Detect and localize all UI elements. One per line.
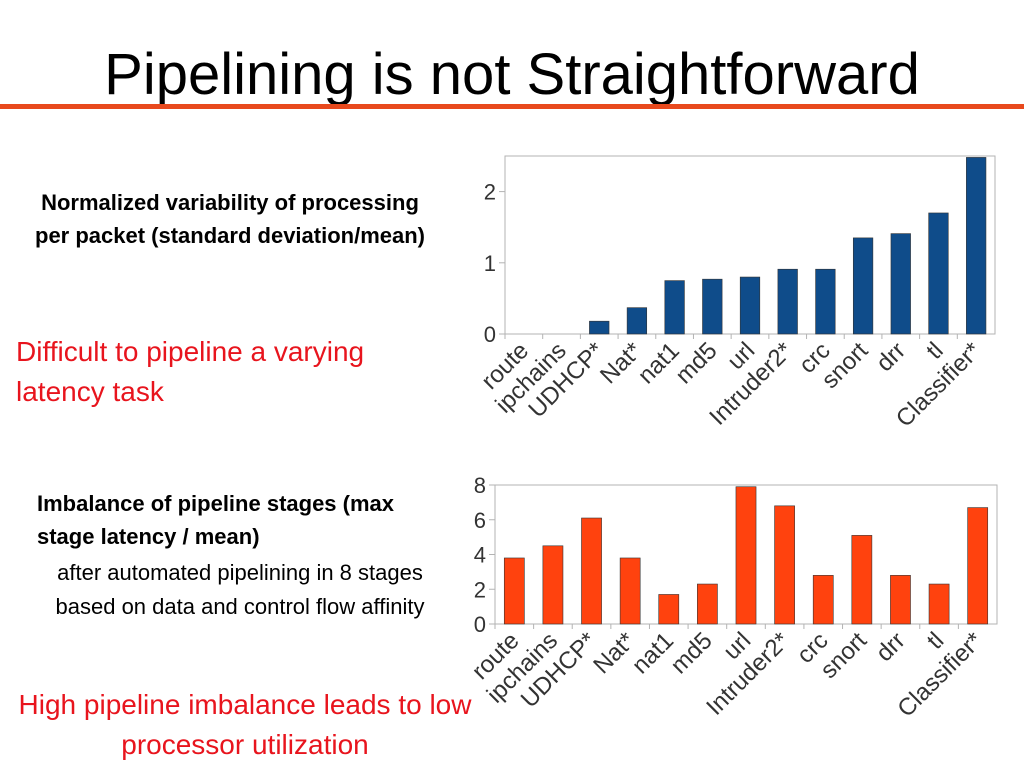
bottom-chart-note: High pipeline imbalance leads to low pro…	[18, 689, 472, 760]
x-tick-label: snort	[815, 627, 872, 684]
bar	[967, 507, 989, 625]
bar	[735, 486, 757, 625]
bar	[589, 320, 610, 335]
bar	[928, 583, 950, 625]
y-tick-label: 8	[474, 473, 486, 498]
bar	[852, 237, 874, 335]
x-tick-label: drr	[871, 627, 911, 667]
top-chart-caption: Normalized variability of processing per…	[35, 190, 425, 248]
bar	[928, 212, 949, 335]
bar	[581, 517, 602, 625]
slide-title: Pipelining is not Straightforward	[104, 42, 920, 107]
bar	[702, 278, 723, 335]
bar	[851, 535, 873, 625]
bar	[739, 276, 761, 335]
bar	[812, 575, 834, 625]
bar	[697, 583, 718, 625]
y-tick-label: 2	[484, 180, 496, 205]
bottom-chart-subcaption: after automated pipelining in 8 stages b…	[55, 560, 425, 619]
bar	[890, 575, 911, 625]
bar	[774, 505, 795, 625]
bar	[503, 557, 525, 625]
y-tick-label: 2	[474, 577, 486, 602]
y-tick-label: 4	[474, 543, 486, 568]
bar	[619, 557, 641, 625]
y-tick-label: 0	[484, 322, 496, 347]
bar	[890, 233, 911, 335]
y-tick-label: 6	[474, 508, 486, 533]
bar	[664, 280, 685, 335]
x-tick-label: md5	[666, 627, 718, 679]
y-tick-label: 0	[474, 612, 486, 637]
bar	[542, 545, 564, 625]
bar	[815, 268, 836, 335]
bar	[658, 594, 680, 625]
bottom-chart-caption: Imbalance of pipeline stages (max stage …	[37, 491, 395, 549]
y-tick-label: 1	[484, 251, 496, 276]
top-chart-note: Difficult to pipeline a varying latency …	[16, 336, 365, 407]
bar	[626, 307, 648, 335]
title-underline	[0, 104, 1024, 109]
bar	[966, 157, 987, 335]
bar	[777, 268, 798, 335]
